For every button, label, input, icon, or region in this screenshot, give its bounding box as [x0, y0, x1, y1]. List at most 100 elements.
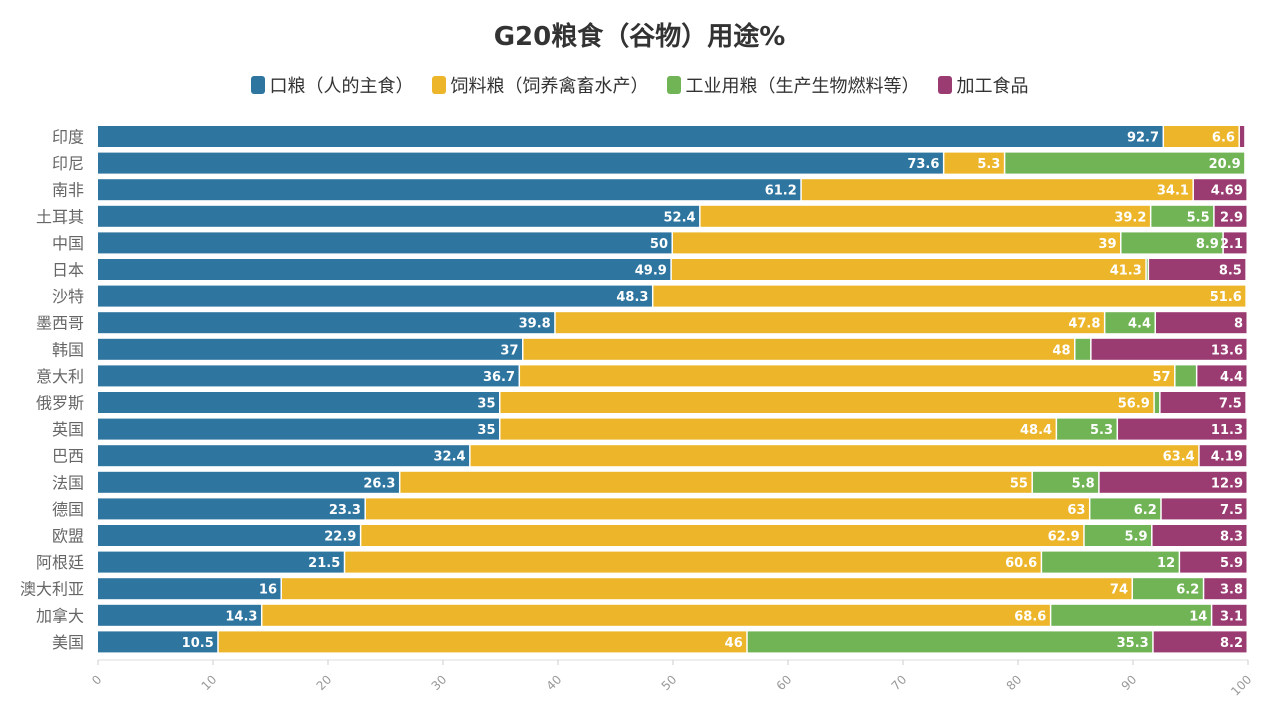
data-label: 56.9	[1118, 397, 1150, 412]
data-label: 8.2	[1220, 636, 1243, 651]
category-label: 韩国	[52, 340, 84, 359]
bar-segment	[1051, 604, 1211, 626]
data-label: 14.3	[225, 609, 257, 624]
data-label: 74	[1110, 583, 1128, 598]
data-label: 35	[477, 397, 495, 412]
data-label: 92.7	[1127, 131, 1159, 146]
data-label: 51.6	[1210, 290, 1242, 305]
bar-segment	[1118, 418, 1247, 440]
bar-segment	[98, 205, 700, 227]
bar-segment	[1154, 392, 1160, 413]
bar-segment	[653, 285, 1246, 307]
bar-segment	[1151, 205, 1214, 227]
data-label: 8	[1234, 317, 1243, 332]
bar-segment	[671, 259, 1146, 280]
bar-segment	[1105, 312, 1155, 334]
bar-segment	[747, 631, 1153, 653]
legend-item[interactable]: 加工食品	[937, 72, 1029, 98]
legend-swatch	[937, 76, 952, 94]
data-label: 22.9	[324, 530, 356, 545]
data-label: 73.6	[907, 157, 939, 172]
bar-segment	[500, 418, 1056, 440]
data-label: 26.3	[363, 476, 395, 491]
bar-segment	[98, 604, 261, 626]
category-label: 加拿大	[36, 606, 84, 625]
bar-segment	[98, 445, 470, 467]
category-label: 阿根廷	[36, 553, 84, 572]
data-label: 48.3	[616, 290, 648, 305]
bar-segment	[98, 392, 499, 413]
category-label: 印度	[52, 128, 84, 147]
x-tick-label: 100	[1228, 672, 1254, 698]
category-label: 欧盟	[52, 527, 84, 546]
bar-segment	[1193, 179, 1247, 201]
legend-label: 工业用粮（生产生物燃料等）	[685, 76, 920, 97]
bar-segment	[1175, 365, 1196, 387]
data-label: 6.2	[1176, 583, 1199, 598]
x-tick-label: 80	[1004, 672, 1025, 693]
legend-swatch	[431, 76, 446, 94]
legend-item[interactable]: 工业用粮（生产生物燃料等）	[666, 72, 920, 98]
data-label: 5.8	[1072, 476, 1095, 491]
category-label: 意大利	[36, 367, 84, 386]
data-label: 10.5	[182, 636, 214, 651]
data-label: 68.6	[1014, 609, 1046, 624]
bar-segment	[1133, 578, 1203, 600]
bar-segment	[1204, 578, 1247, 600]
data-label: 4.19	[1211, 450, 1243, 465]
data-label: 47.8	[1068, 317, 1100, 332]
data-label: 63.4	[1163, 450, 1195, 465]
bar-segment	[523, 338, 1074, 360]
bar-segment	[1223, 232, 1247, 254]
data-label: 12	[1157, 556, 1175, 571]
bar-segment	[1239, 126, 1245, 147]
bar-segment	[1161, 498, 1247, 520]
x-tick-label: 0	[89, 672, 104, 687]
legend-item[interactable]: 口粮（人的主食）	[250, 72, 414, 98]
bar-segment	[1214, 205, 1247, 227]
bar-segment	[1153, 631, 1247, 653]
data-label: 49.9	[635, 264, 667, 279]
bar-segment	[1090, 498, 1161, 520]
data-label: 5.9	[1220, 556, 1243, 571]
legend-item[interactable]: 饲料粮（饲养禽畜水产）	[431, 72, 649, 98]
x-tick-label: 10	[199, 672, 220, 693]
data-label: 39.2	[1114, 210, 1146, 225]
bar-segment	[1032, 471, 1099, 493]
bar-segment	[1160, 392, 1246, 413]
bar-segment	[1199, 445, 1247, 467]
bar-segment	[361, 525, 1084, 546]
category-label: 英国	[52, 420, 84, 439]
data-label: 32.4	[434, 450, 466, 465]
bar-segment	[1180, 551, 1247, 573]
data-label: 52.4	[664, 210, 696, 225]
x-tick-label: 50	[659, 672, 680, 693]
data-label: 7.5	[1219, 397, 1242, 412]
data-label: 37	[500, 343, 518, 358]
bar-segment	[98, 498, 365, 520]
category-label: 南非	[52, 181, 84, 200]
data-label: 2.9	[1220, 210, 1243, 225]
chart-title: G20粮食（谷物）用途%	[493, 22, 786, 52]
bar-segment	[98, 285, 652, 307]
bar-segment	[520, 365, 1175, 387]
bar-segment	[1084, 525, 1152, 546]
bar-segment	[1099, 471, 1247, 493]
data-label: 12.9	[1211, 476, 1243, 491]
data-label: 8.9	[1196, 237, 1219, 252]
data-label: 55	[1010, 476, 1028, 491]
legend-swatch	[250, 76, 265, 94]
legend-label: 饲料粮（饲养禽畜水产）	[450, 76, 649, 97]
legend-label: 口粮（人的主食）	[269, 76, 414, 97]
data-label: 14	[1189, 609, 1207, 624]
data-label: 3.8	[1220, 583, 1243, 598]
bar-segment	[1197, 365, 1247, 387]
category-label: 沙特	[52, 287, 84, 306]
data-label: 60.6	[1005, 556, 1037, 571]
bar-segment	[282, 578, 1132, 600]
bar-segment	[1152, 525, 1247, 546]
data-label: 13.6	[1211, 343, 1243, 358]
bar-segment	[801, 179, 1193, 201]
data-label: 39.8	[519, 317, 551, 332]
bar-segment	[500, 392, 1154, 413]
